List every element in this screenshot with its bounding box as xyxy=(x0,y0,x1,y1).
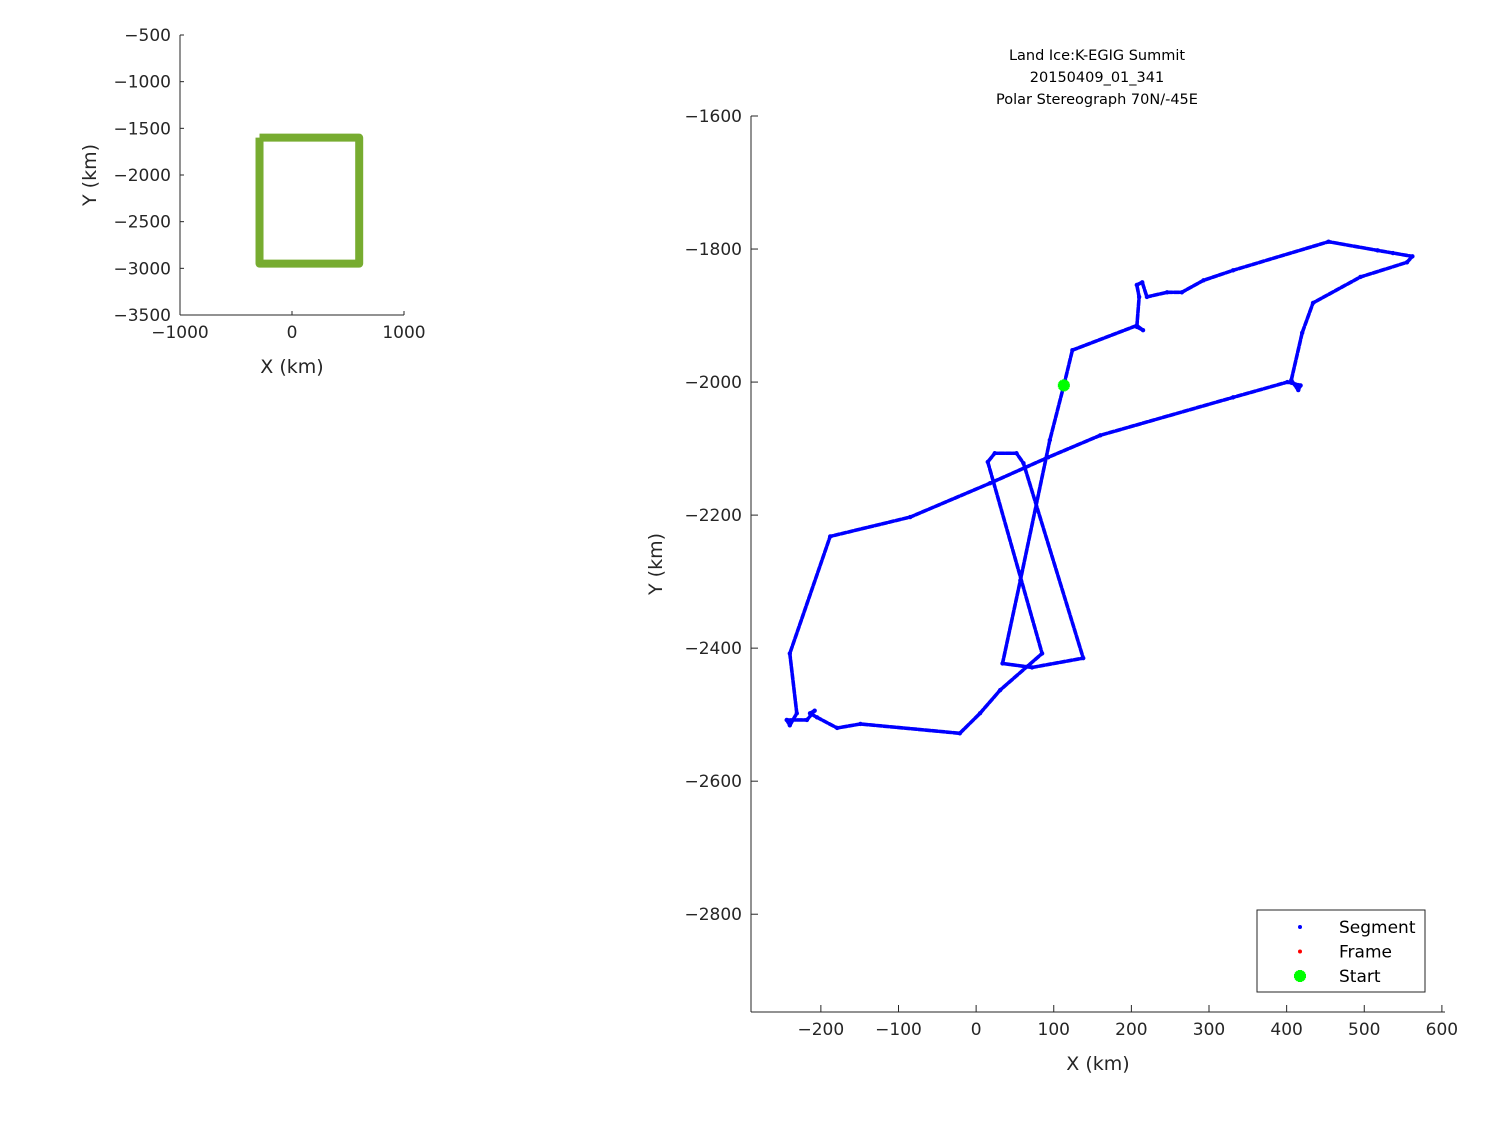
inset-y-tick-label: −2500 xyxy=(113,213,171,233)
main-x-tick-label: −100 xyxy=(875,1020,922,1040)
segment-point xyxy=(997,687,1003,693)
start-marker-stroke xyxy=(1058,379,1070,392)
main-x-tick-label: 400 xyxy=(1270,1020,1302,1040)
legend-label-start: Start xyxy=(1339,967,1381,987)
inset-x-tick-label: −1000 xyxy=(151,323,209,343)
segment-point xyxy=(1081,655,1086,661)
main-x-tick-label: 100 xyxy=(1038,1020,1070,1040)
segment-point xyxy=(804,717,810,723)
segment-point xyxy=(1047,437,1053,443)
segment-point xyxy=(1201,278,1206,283)
main-x-tick-label: 200 xyxy=(1115,1020,1147,1040)
segment-point xyxy=(1296,387,1301,393)
segment-point xyxy=(1289,377,1294,383)
main-x-tick-label: −200 xyxy=(798,1020,845,1040)
inset-y-axis-label: Y (km) xyxy=(79,144,101,207)
segment-point xyxy=(1134,323,1140,328)
segment-point xyxy=(787,723,793,728)
inset-x-tick-label: 0 xyxy=(287,323,298,343)
segment-point xyxy=(1299,330,1305,336)
inset-y-tick-label: −500 xyxy=(124,26,171,46)
segment-point xyxy=(1140,327,1146,333)
segment-point xyxy=(834,725,840,731)
segment-point xyxy=(1021,461,1026,466)
segment-point xyxy=(1390,250,1396,256)
segment-point xyxy=(812,708,817,713)
segment-point xyxy=(1144,294,1150,300)
segment-point xyxy=(1018,578,1023,583)
segment-point xyxy=(1046,455,1051,460)
inset-coverage-rectangle xyxy=(255,133,364,268)
main-y-tick-label: −1600 xyxy=(684,107,742,127)
inset-y-tick-label: −3500 xyxy=(113,306,171,326)
segment-point xyxy=(1285,379,1290,385)
segment-point xyxy=(957,731,963,736)
segment-point xyxy=(1358,274,1363,280)
segment-point xyxy=(787,651,793,656)
segment-point xyxy=(985,459,990,465)
inset-y-tick-label: −1000 xyxy=(113,73,171,93)
main-x-tick-label: 300 xyxy=(1193,1020,1225,1040)
start-marker xyxy=(1057,379,1070,392)
segment-point xyxy=(1014,451,1019,456)
inset-y-tick-label: −2000 xyxy=(113,166,171,186)
segment-point xyxy=(1310,300,1316,306)
segment-point xyxy=(1410,254,1415,259)
chart-title-line: Polar Stereograph 70N/-45E xyxy=(996,92,1198,108)
legend-box xyxy=(1256,909,1426,993)
segment-point xyxy=(1179,290,1185,295)
main-y-tick-label: −2200 xyxy=(684,506,742,526)
segment-track xyxy=(784,239,1415,736)
segment-point xyxy=(1098,433,1103,438)
segment-point xyxy=(784,717,789,723)
legend-marker-frame xyxy=(1298,949,1302,954)
segment-point xyxy=(1070,347,1075,353)
segment-point xyxy=(1039,651,1045,656)
segment-point xyxy=(1029,665,1035,670)
segment-point xyxy=(827,534,833,539)
segment-point xyxy=(907,514,913,520)
segment-point xyxy=(1136,294,1142,300)
main-y-axis-label: Y (km) xyxy=(645,533,667,596)
chart-title-line: 20150409_01_341 xyxy=(1030,70,1164,86)
inset-x-axis-label: X (km) xyxy=(260,356,323,378)
segment-point xyxy=(1298,383,1303,388)
segment-point xyxy=(794,711,800,716)
segment-point xyxy=(1140,280,1145,285)
legend-marker-start xyxy=(1294,970,1306,982)
segment-point xyxy=(814,715,820,720)
main-x-axis-label: X (km) xyxy=(1066,1053,1129,1075)
segment-point xyxy=(1326,239,1331,244)
legend-label-segment: Segment xyxy=(1339,918,1416,938)
main-y-tick-label: −2400 xyxy=(684,639,742,659)
main-x-tick-label: 500 xyxy=(1348,1020,1380,1040)
inset-y-tick-label: −3000 xyxy=(113,259,171,279)
segment-point xyxy=(807,711,813,716)
legend-marker-segment xyxy=(1298,925,1302,929)
inset-x-tick-label: 1000 xyxy=(382,323,425,343)
segment-point xyxy=(1134,282,1140,288)
segment-point xyxy=(1164,290,1170,295)
main-y-tick-label: −2000 xyxy=(684,373,742,393)
inset-y-tick-label: −1500 xyxy=(113,119,171,139)
main-y-tick-label: −2800 xyxy=(684,905,742,925)
segment-point xyxy=(987,480,993,486)
segment-point xyxy=(1375,248,1380,253)
segment-point xyxy=(1404,260,1410,265)
legend-label-frame: Frame xyxy=(1339,943,1392,963)
segment-point xyxy=(1230,395,1236,400)
segment-point xyxy=(977,711,983,716)
segment-point xyxy=(858,721,863,727)
chart-title-line: Land Ice:K-EGIG Summit xyxy=(1009,48,1185,64)
segment-point xyxy=(1000,661,1005,666)
segment-point xyxy=(992,451,997,456)
main-y-tick-label: −1800 xyxy=(684,240,742,260)
main-y-tick-label: −2600 xyxy=(684,772,742,792)
main-x-tick-label: 600 xyxy=(1426,1020,1458,1040)
main-x-tick-label: 0 xyxy=(971,1020,982,1040)
segment-point xyxy=(1230,268,1236,273)
